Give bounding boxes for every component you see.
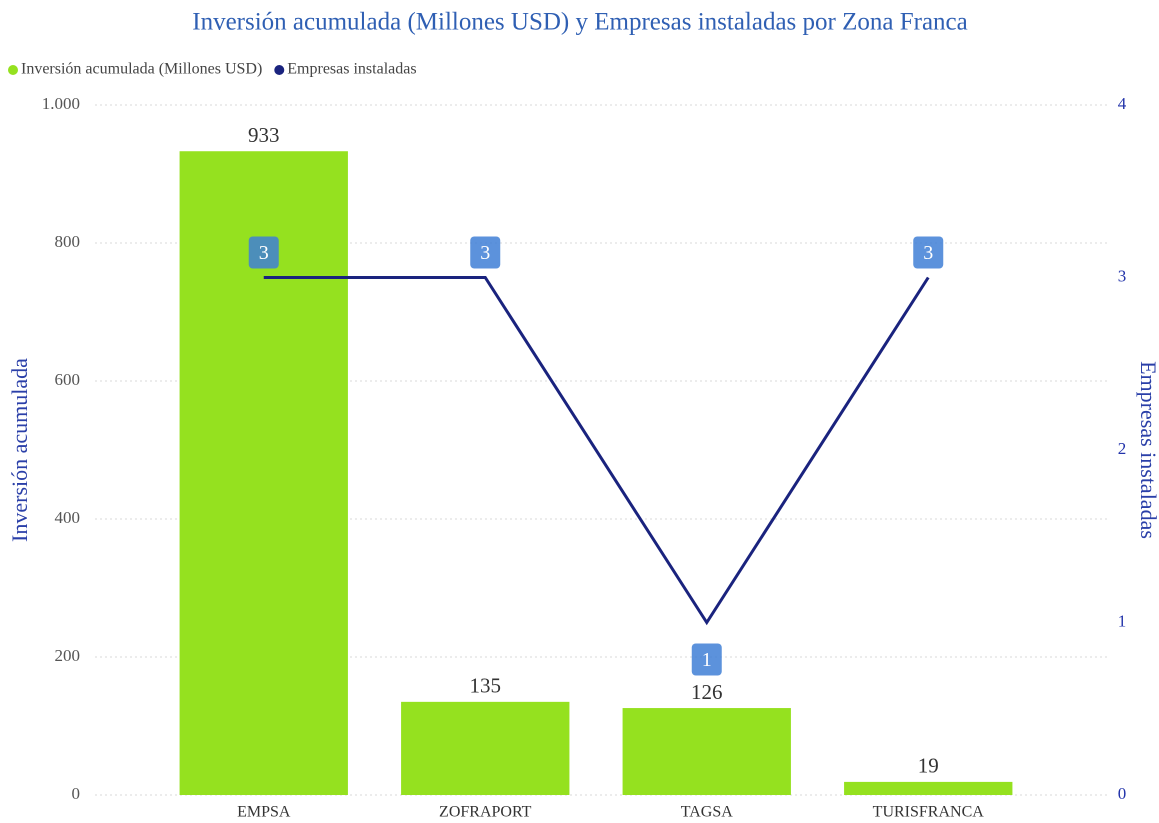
legend-label: Empresas instaladas [287,61,416,78]
y-tick-label: 600 [55,370,81,389]
data-label-box [913,236,944,269]
y2-axis-title: Empresas instaladas [1136,361,1159,539]
y2-tick-label: 1 [1118,611,1127,630]
line [263,276,930,626]
y-tick-label: 1.000 [42,94,80,113]
data-label: 3 [923,242,933,264]
y-tick-label: 200 [55,646,81,665]
data-label: 1 [702,649,712,671]
y-tick-label: 0 [72,784,81,803]
data-label: 126 [691,680,723,704]
legend-label: Inversión acumulada (Millones USD) [21,61,262,78]
data-label: 135 [470,674,502,698]
data-label: 3 [259,242,269,264]
data-label: 933 [248,123,280,147]
y-tick-label: 400 [55,508,81,527]
legend-marker [274,65,285,75]
y2-tick-label: 2 [1118,439,1127,458]
bar [844,781,1013,795]
data-label: 3 [480,242,490,264]
y2-tick-label: 0 [1118,784,1127,803]
bar [401,701,570,795]
y-axis-title: Inversión acumulada [7,358,32,542]
x-tick-label: EMPSA [237,804,291,821]
data-label: 19 [918,754,939,778]
data-label-box [691,643,722,676]
legend-marker [8,65,18,75]
y2-tick-label: 4 [1118,94,1127,113]
y2-tick-label: 3 [1118,266,1127,285]
y-tick-label: 800 [55,232,81,251]
x-tick-label: ZOFRAPORT [439,804,532,821]
data-label-box [470,236,501,269]
x-tick-label: TAGSA [681,804,734,821]
x-tick-label: TURISFRANCA [873,804,985,821]
data-label-box [248,236,279,269]
chart-title: Inversión acumulada (Millones USD) y Emp… [192,9,968,36]
bar [622,708,791,795]
